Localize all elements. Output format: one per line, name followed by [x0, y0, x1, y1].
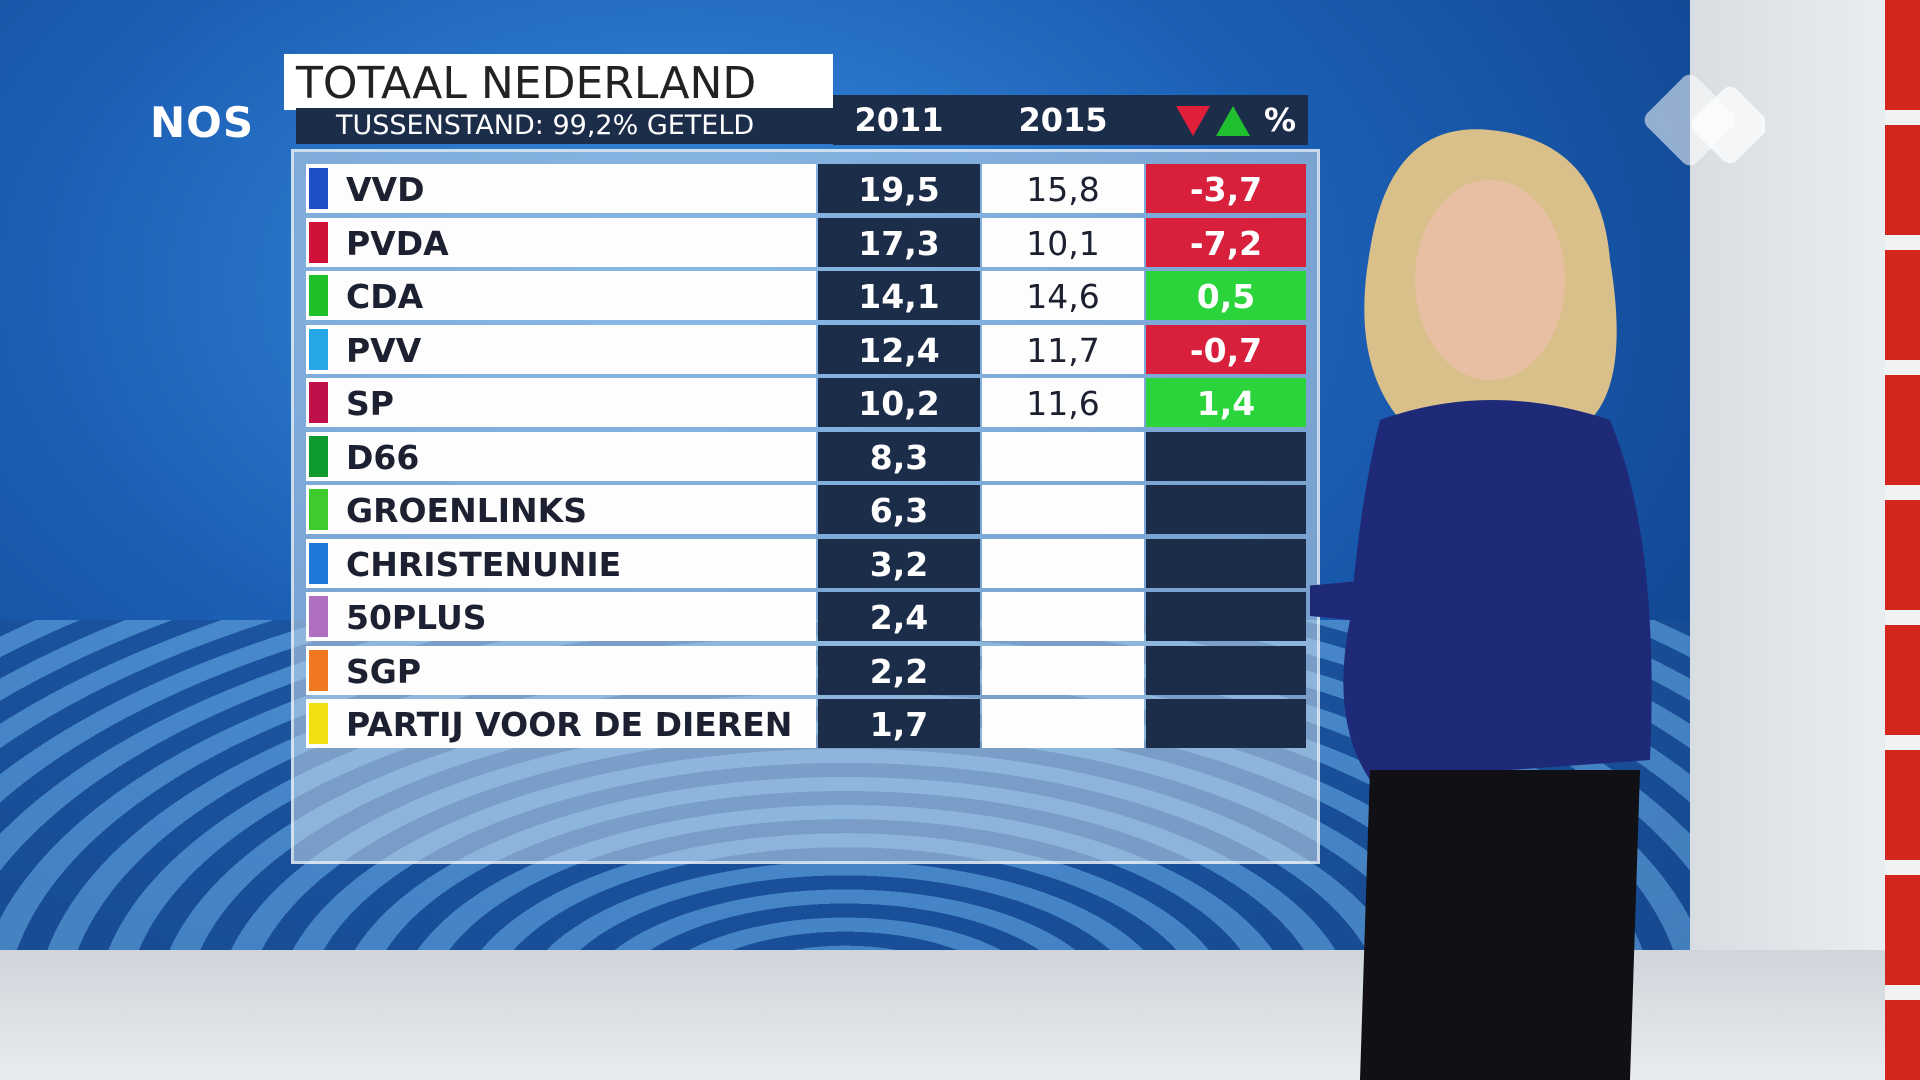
column-header: 2015	[1018, 101, 1108, 139]
party-color	[309, 489, 328, 530]
logo: NOS	[150, 98, 255, 147]
value-2015: 10,1	[982, 217, 1144, 267]
party-color	[309, 703, 328, 744]
change: -0,7	[1146, 324, 1306, 374]
value-2011: 17,3	[818, 217, 980, 267]
party-name: CDA	[306, 271, 816, 320]
party-color	[309, 542, 328, 584]
value-2011: 14,1	[818, 271, 980, 320]
value-2015	[982, 699, 1144, 748]
value-2011: 12,4	[818, 324, 980, 374]
party-name: D66	[306, 431, 816, 481]
party-color	[309, 168, 328, 209]
value-2011: 2,2	[818, 645, 980, 695]
column-header: %	[1263, 101, 1297, 139]
party-name: SGP	[306, 645, 816, 695]
change: 0,5	[1146, 271, 1306, 320]
value-2015	[982, 645, 1144, 695]
value-2011: 1,7	[818, 699, 980, 748]
value-2015: 11,7	[982, 324, 1144, 374]
party-name: 50PLUS	[306, 592, 816, 641]
party-name: GROENLINKS	[306, 485, 816, 534]
value-2015: 11,6	[982, 378, 1144, 427]
value-2011: 3,2	[818, 538, 980, 588]
column-header: 2011	[854, 101, 944, 139]
value-2015	[982, 592, 1144, 641]
value-2011: 2,4	[818, 592, 980, 641]
channel-logo	[1644, 74, 1765, 166]
party-color	[309, 435, 328, 477]
party-color	[309, 221, 328, 263]
change	[1146, 645, 1306, 695]
subtitle: TUSSENSTAND: 99,2% GETELD	[296, 108, 833, 144]
studio-stripe	[1885, 0, 1920, 1080]
value-2015: 15,8	[982, 164, 1144, 213]
change	[1146, 592, 1306, 641]
party-color	[309, 382, 328, 423]
value-2015	[982, 538, 1144, 588]
party-name: PVV	[306, 324, 816, 374]
change	[1146, 431, 1306, 481]
change	[1146, 485, 1306, 534]
change	[1146, 538, 1306, 588]
party-color	[309, 275, 328, 316]
change-icon	[1176, 106, 1250, 136]
party-color	[309, 596, 328, 637]
change: -7,2	[1146, 217, 1306, 267]
value-2015	[982, 485, 1144, 534]
value-2011: 8,3	[818, 431, 980, 481]
value-2011: 10,2	[818, 378, 980, 427]
party-name: SP	[306, 378, 816, 427]
presenter	[1310, 129, 1652, 1080]
party-name: CHRISTENUNIE	[306, 538, 816, 588]
value-2011: 19,5	[818, 164, 980, 213]
party-name: PARTIJ VOOR DE DIEREN	[306, 699, 816, 748]
party-color	[309, 649, 328, 691]
party-name: VVD	[306, 164, 816, 213]
value-2015: 14,6	[982, 271, 1144, 320]
party-name: PVDA	[306, 217, 816, 267]
change: 1,4	[1146, 378, 1306, 427]
title: TOTAAL NEDERLAND	[284, 54, 833, 110]
party-color	[309, 328, 328, 370]
value-2015	[982, 431, 1144, 481]
change	[1146, 699, 1306, 748]
change: -3,7	[1146, 164, 1306, 213]
value-2011: 6,3	[818, 485, 980, 534]
